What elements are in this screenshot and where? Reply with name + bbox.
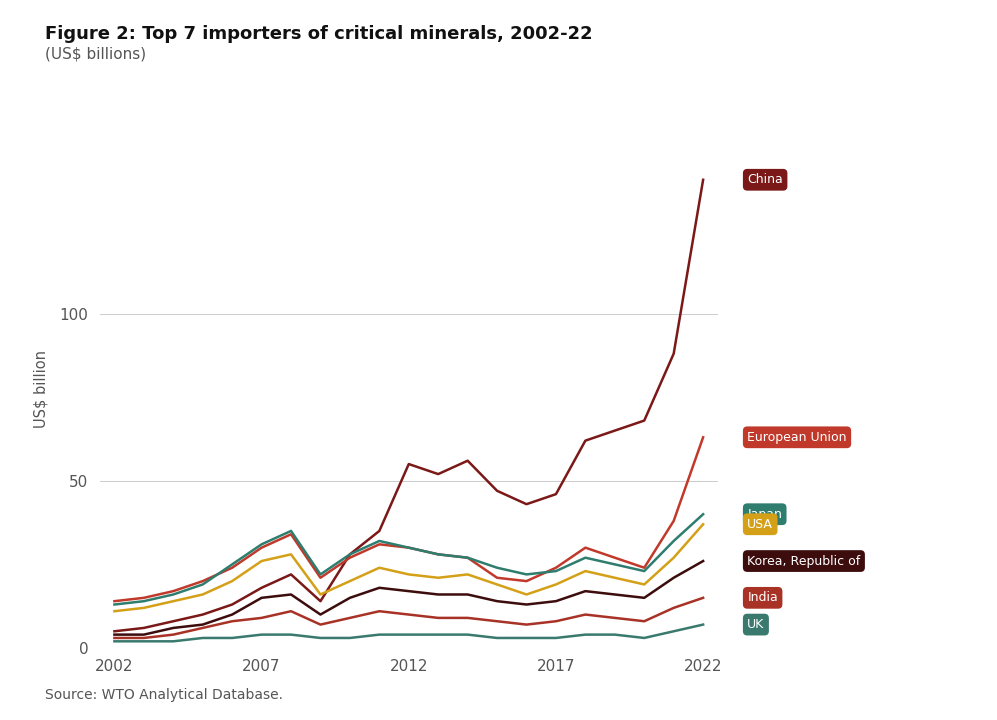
Text: USA: USA xyxy=(748,518,773,531)
Text: Source: WTO Analytical Database.: Source: WTO Analytical Database. xyxy=(45,688,283,702)
Text: (US$ billions): (US$ billions) xyxy=(45,47,146,62)
Text: China: China xyxy=(748,174,783,186)
Y-axis label: US$ billion: US$ billion xyxy=(34,350,49,428)
Text: UK: UK xyxy=(748,618,765,631)
Text: European Union: European Union xyxy=(748,431,846,444)
Text: Japan: Japan xyxy=(748,508,783,521)
Text: Korea, Republic of: Korea, Republic of xyxy=(748,554,860,567)
Text: India: India xyxy=(748,591,778,604)
Text: Figure 2: Top 7 importers of critical minerals, 2002-22: Figure 2: Top 7 importers of critical mi… xyxy=(45,25,592,43)
